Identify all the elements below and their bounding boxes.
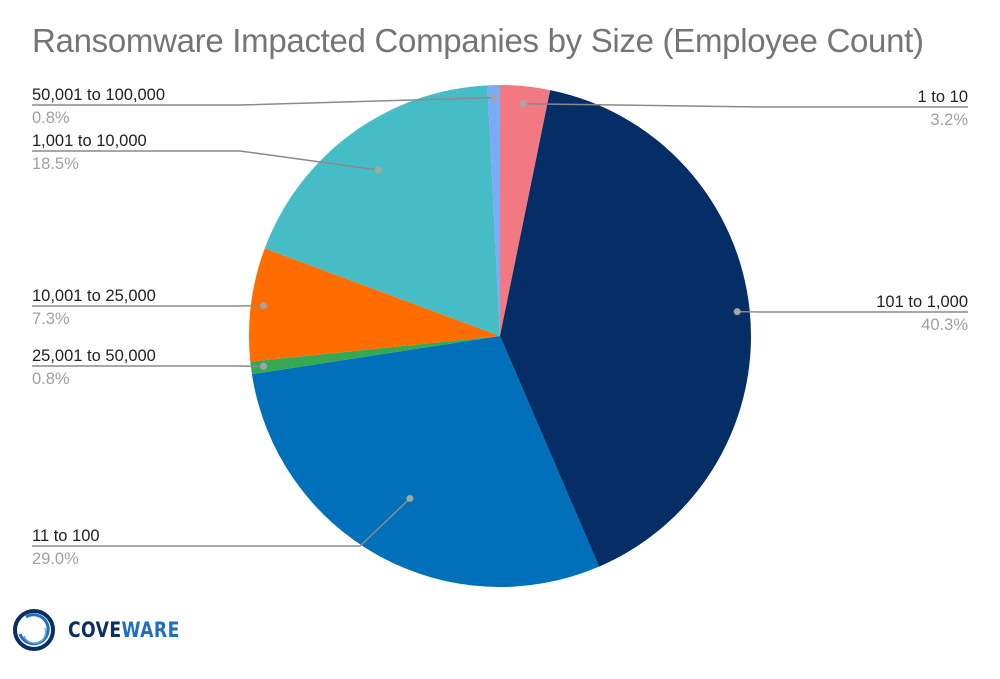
pie-slice-2 xyxy=(251,336,600,588)
leader-dot-1 xyxy=(733,308,741,316)
chart-title: Ransomware Impacted Companies by Size (E… xyxy=(32,22,924,59)
slice-labels: 1 to 10 3.2% 101 to 1,000 40.3% 11 to 100 29.… xyxy=(32,86,968,568)
leader-dot-3 xyxy=(259,362,267,370)
pie-slice-6 xyxy=(487,85,500,336)
leader-dot-0 xyxy=(519,100,527,108)
slice-value-label-2: 29.0% xyxy=(32,550,79,568)
slice-label-3: 25,001 to 50,000 xyxy=(32,347,156,365)
slice-label-6: 50,001 to 100,000 xyxy=(32,86,165,104)
slice-label-0: 1 to 10 xyxy=(918,88,968,106)
logo-text-ware: WARE xyxy=(121,618,180,642)
slice-value-label-6: 0.8% xyxy=(32,109,70,127)
pie-slice-3 xyxy=(250,336,500,375)
pie-slice-0 xyxy=(500,85,551,336)
leader-dot-6 xyxy=(490,94,498,102)
slice-value-label-3: 0.8% xyxy=(32,370,70,388)
leader-line-6 xyxy=(32,96,495,106)
leader-line-0 xyxy=(523,103,968,108)
leader-dot-2 xyxy=(406,494,414,502)
coveware-wordmark: COVEWARE xyxy=(68,618,180,642)
pie-slice-4 xyxy=(248,248,500,362)
slice-value-label-1: 40.3% xyxy=(921,316,968,334)
logo-text-cove: COVE xyxy=(68,618,122,642)
leader-dot-5 xyxy=(374,166,382,174)
coveware-logo: COVEWARE xyxy=(12,608,204,652)
slice-label-4: 10,001 to 25,000 xyxy=(32,287,156,305)
pie-slices xyxy=(248,85,752,588)
slice-label-5: 1,001 to 10,000 xyxy=(32,132,147,150)
coveware-ring-logo-icon xyxy=(13,609,55,651)
leader-line-5 xyxy=(32,150,379,171)
slice-label-2: 11 to 100 xyxy=(32,527,100,545)
slice-value-label-0: 3.2% xyxy=(930,111,968,129)
pie-slice-1 xyxy=(500,90,752,567)
slice-value-label-5: 18.5% xyxy=(32,155,79,173)
leader-dot-4 xyxy=(259,302,267,310)
leader-line-2 xyxy=(32,497,411,547)
slice-value-label-4: 7.3% xyxy=(32,310,70,328)
leader-lines xyxy=(32,94,968,547)
slice-label-1: 101 to 1,000 xyxy=(876,293,968,311)
pie-slice-5 xyxy=(264,85,500,336)
